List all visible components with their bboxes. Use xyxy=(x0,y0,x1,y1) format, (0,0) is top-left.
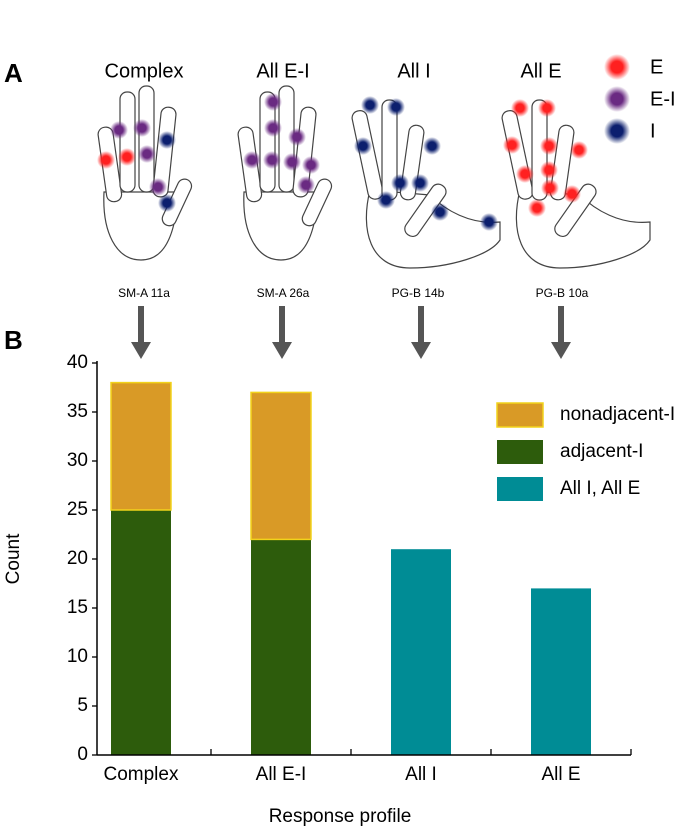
x-axis-title: Response profile xyxy=(269,806,412,827)
bar-segment xyxy=(110,381,172,511)
x-tick-label: All E-I xyxy=(256,764,307,785)
subject-label: SM-A 26a xyxy=(257,286,310,300)
legend-label: E xyxy=(650,56,663,78)
hand-title: All E-I xyxy=(256,60,309,82)
y-tick-label: 15 xyxy=(67,597,88,618)
y-tick-label: 0 xyxy=(77,744,88,765)
hand-drawing xyxy=(96,85,195,261)
x-tick-label: Complex xyxy=(104,764,179,785)
y-tick-label: 5 xyxy=(77,695,88,716)
subject-label: PG-B 14b xyxy=(392,286,445,300)
panel-label: B xyxy=(4,325,23,355)
legend-dot xyxy=(604,86,630,112)
panel-label: A xyxy=(4,58,23,88)
y-tick-label: 20 xyxy=(67,548,88,569)
y-tick-label: 35 xyxy=(67,401,88,422)
bar-segment xyxy=(531,588,591,755)
bar-segment xyxy=(391,549,451,755)
y-axis-title: Count xyxy=(3,533,24,584)
y-tick-label: 30 xyxy=(67,450,88,471)
hand-title: All E xyxy=(520,60,561,82)
x-tick-label: All E xyxy=(541,764,580,785)
bar-segment xyxy=(250,391,312,541)
subject-label: SM-A 11a xyxy=(118,286,170,300)
legend-label: E-I xyxy=(650,88,676,110)
y-tick-label: 40 xyxy=(67,352,88,373)
hand-title: Complex xyxy=(105,60,184,82)
hand-drawing xyxy=(236,85,335,261)
y-tick-label: 10 xyxy=(67,646,88,667)
subject-label: PG-B 10a xyxy=(536,286,589,300)
legend-dot xyxy=(604,54,630,80)
legend-label: All I, All E xyxy=(560,478,640,499)
legend-label: I xyxy=(650,120,656,142)
legend-swatch xyxy=(496,402,544,428)
arrows xyxy=(131,306,571,359)
legend-swatch xyxy=(497,440,543,464)
y-tick-label: 25 xyxy=(67,499,88,520)
legend-label: nonadjacent-I xyxy=(560,404,675,425)
x-tick-label: All I xyxy=(405,764,437,785)
legend-dot xyxy=(604,118,630,144)
receptive-field-dots xyxy=(97,93,588,231)
hand-title: All I xyxy=(397,60,430,82)
bar-segment xyxy=(111,510,171,755)
bar-segment xyxy=(251,539,311,755)
legend-swatch xyxy=(497,477,543,501)
legend-label: adjacent-I xyxy=(560,441,643,462)
